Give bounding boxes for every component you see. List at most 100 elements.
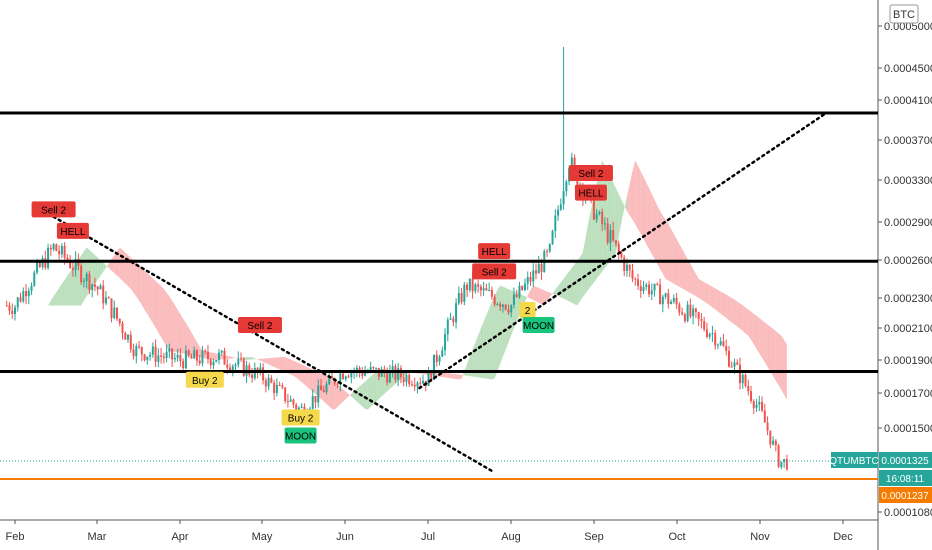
candle-body [592,196,595,220]
cloud-segment-bull [103,262,106,272]
candle-body [719,341,722,345]
cloud-segment-bear [133,260,137,297]
cloud-segment-bull [351,391,355,399]
cloud-segment-bull [376,369,379,402]
candle-body [512,294,515,305]
cloud-segment-bull [381,370,385,397]
currency-box[interactable] [889,4,919,24]
signal-tag-label: Sell 2 [247,321,272,332]
candle-body [427,371,430,386]
cloud-segment-bear [332,379,335,410]
cloud-segment-bear [152,278,156,328]
cloud-segment-bear [329,377,333,409]
cloud-segment-bear [453,373,457,380]
price-tick-label: 0.0004100 [884,95,932,107]
cloud-segment-bull [588,209,592,290]
candle-body [457,293,460,304]
candle-body [612,229,615,241]
cloud-segment-bear [442,372,446,378]
cloud-segment-bear [285,356,288,374]
cloud-segment-bull [552,289,556,295]
signal-tag-label: HELL [578,189,603,200]
candle-body [683,314,686,322]
candle-body [206,351,209,360]
cloud-segment-bear [139,265,142,306]
cloud-segment-bear [704,282,707,304]
time-tick-label: Jun [336,531,354,543]
candle-body [226,364,229,368]
time-tick-label: Feb [6,531,25,543]
candle-body [262,367,265,381]
price-tick-label: 0.0001700 [884,388,932,400]
candle-body [730,366,733,368]
cloud-segment-bull [367,376,371,410]
candle-body [703,321,706,330]
price-tick-label: 0.0005000 [884,21,932,33]
candle-body [739,364,742,384]
cloud-segment-bear [136,262,140,301]
candle-body [455,303,458,323]
candle-body [369,367,372,372]
signal-tag-buy [281,409,320,426]
cloud-segment-bear [177,309,181,353]
candle-body [135,346,138,357]
candle-body [551,230,554,245]
cloud-segment-bear [166,292,170,351]
candle-body [523,283,526,290]
cloud-segment-bear [260,358,264,362]
candle-body [317,385,320,403]
cloud-segment-bear [745,307,749,336]
cloud-segment-bull [249,356,253,360]
candle-body [99,285,102,290]
cloud-segment-bull [516,292,520,322]
candle-body [493,296,496,305]
candle-body [217,352,220,361]
cloud-segment-bear [626,183,630,216]
cloud-segment-bear [756,315,760,354]
candle-body [270,377,273,383]
cloud-segment-bull [48,300,51,306]
candle-body [653,283,656,291]
cloud-segment-bear [530,285,534,301]
last-price-label: 0.0001325 [881,456,929,467]
candle-body [364,372,367,376]
signal-tag-sell [237,317,282,333]
candle-body [747,385,750,392]
candle-body [93,284,96,287]
cloud-segment-bear [720,291,724,316]
cloud-segment-bull [580,252,583,301]
candle-body [648,284,651,295]
candle-body [785,459,788,470]
candle-body [96,286,99,290]
candle-body [115,307,118,319]
candle-body [559,204,562,210]
cloud-segment-bear [773,328,776,381]
cloud-segment-bear [698,278,702,300]
candle-body [229,367,232,371]
time-tick-label: Nov [750,531,770,543]
candle-body [325,384,328,393]
candle-body [297,407,300,410]
candle-body [231,366,234,371]
candle-body [289,399,292,402]
orange-line-price-tag [879,487,932,503]
cloud-segment-bear [709,285,713,308]
candle-body [573,157,576,167]
candle-body [60,245,63,255]
cloud-segment-bear [210,352,214,360]
candle-body [11,310,14,315]
cloud-segment-bull [497,285,501,372]
cloud-segment-bull [64,275,68,306]
cloud-segment-bull [53,292,57,306]
orange-line-price-label: 0.0001237 [881,491,929,502]
cloud-segment-bull [560,278,564,299]
candle-body [727,350,730,367]
candle-body [149,354,152,357]
cloud-segment-bear [643,176,647,244]
cloud-segment-bull [378,369,382,400]
candle-body [14,307,16,315]
signal-tag-moon [284,427,317,444]
cloud-segment-bull [254,358,258,360]
candle-body [386,373,389,383]
